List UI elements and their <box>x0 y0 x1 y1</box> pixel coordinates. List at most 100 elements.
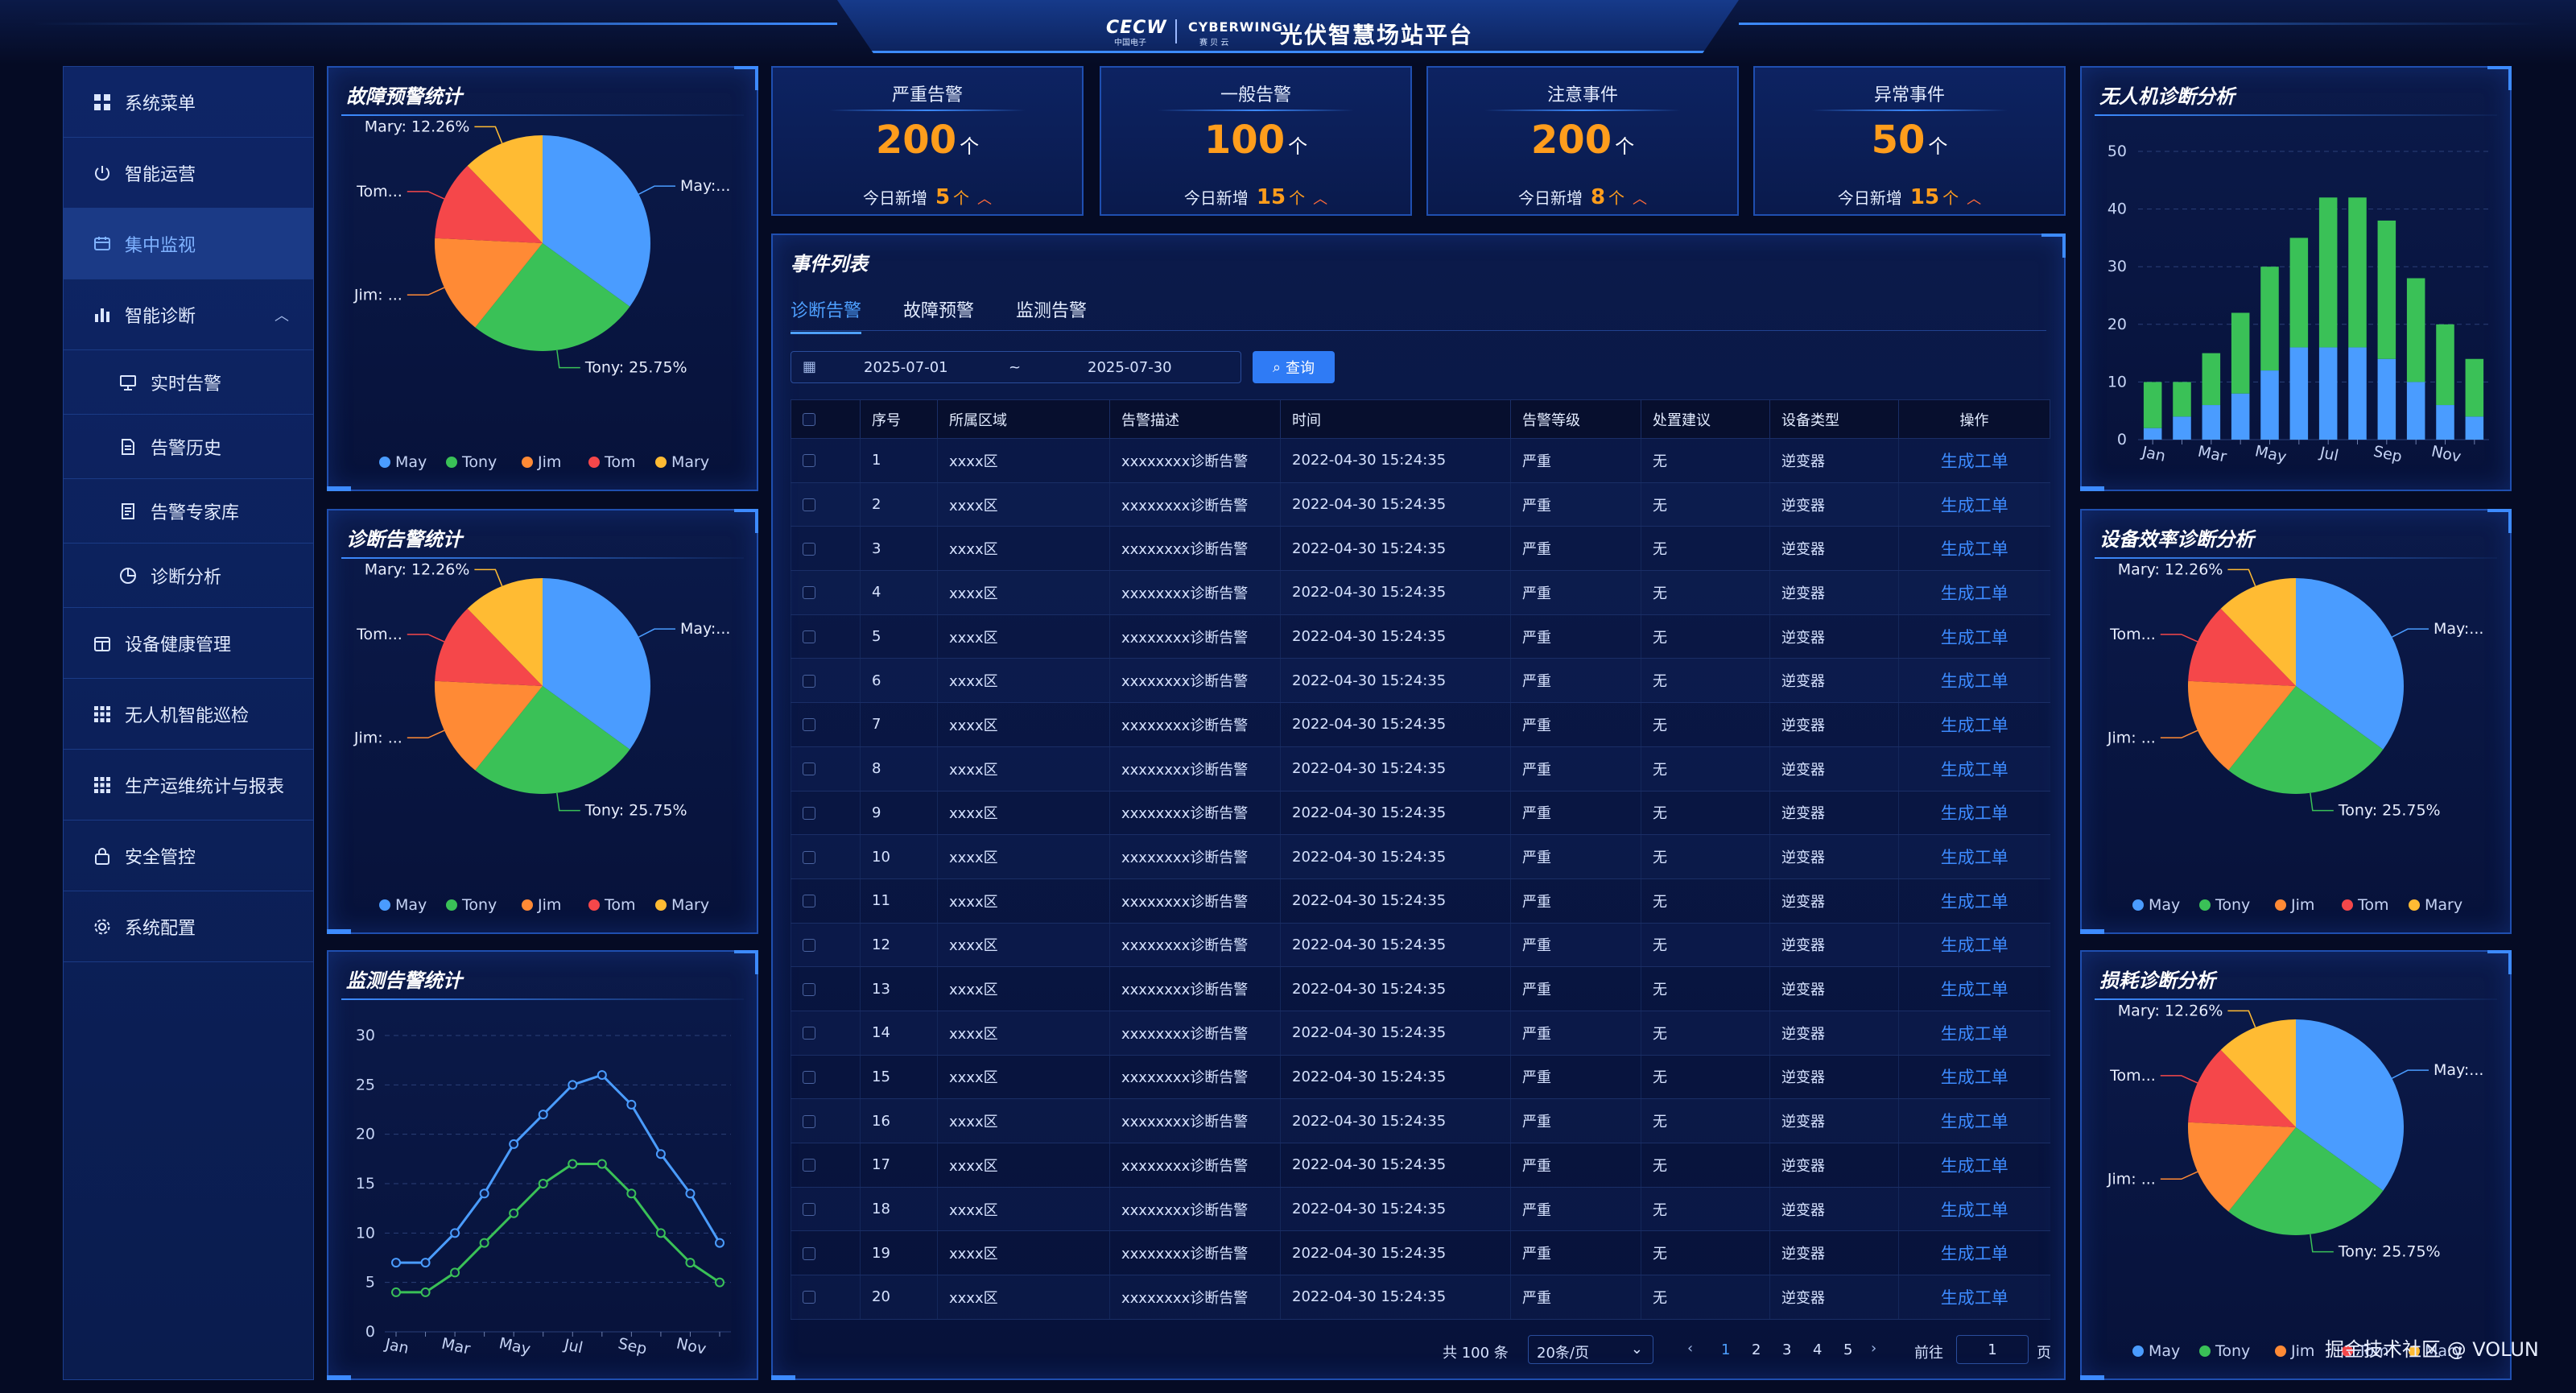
row-checkbox[interactable] <box>791 570 861 615</box>
bar-segment-1 <box>2231 312 2250 394</box>
sidebar-item-system-menu[interactable]: 系统菜单 <box>64 67 313 138</box>
sidebar-item-system-config[interactable]: 系统配置 <box>64 891 313 962</box>
page-size-select[interactable]: 20条/页 ⌄ <box>1528 1335 1653 1364</box>
sidebar-item-device-health[interactable]: 设备健康管理 <box>64 608 313 679</box>
pie-label-leader <box>2310 1234 2334 1253</box>
stat-card-general-alarm[interactable]: 一般告警 100 个 今日新增 15 个 ︿ <box>1100 66 1412 216</box>
create-work-order-link[interactable]: 生成工单 <box>1898 834 2050 879</box>
cell-area: xxxx区 <box>937 526 1110 572</box>
cell-device: 逆变器 <box>1769 1187 1899 1232</box>
create-work-order-link[interactable]: 生成工单 <box>1898 1143 2050 1188</box>
sidebar-item-security[interactable]: 安全管控 <box>64 821 313 891</box>
row-checkbox[interactable] <box>791 438 861 483</box>
table-row: 1 xxxx区 xxxxxxxx诊断告警 2022-04-30 15:24:35 严重无… <box>791 438 2050 483</box>
page-number[interactable]: 1 <box>1721 1341 1731 1358</box>
row-checkbox[interactable] <box>791 1011 861 1056</box>
pie-label: Jim: ... <box>353 729 402 746</box>
create-work-order-link[interactable]: 生成工单 <box>1898 1230 2050 1276</box>
cell-advice: 无 <box>1641 1230 1770 1276</box>
create-work-order-link[interactable]: 生成工单 <box>1898 526 2050 572</box>
select-all-checkbox[interactable] <box>791 399 861 439</box>
pie-label: Tony: 25.75% <box>584 359 687 377</box>
create-work-order-link[interactable]: 生成工单 <box>1898 746 2050 792</box>
date-end[interactable]: 2025-07-30 <box>1088 359 1172 376</box>
document-icon <box>118 437 138 457</box>
goto-page-input[interactable]: 1 <box>1956 1335 2029 1364</box>
sidebar-item-label: 无人机智能巡检 <box>125 705 250 726</box>
sidebar-item-label: 生产运维统计与报表 <box>125 776 285 797</box>
sidebar-item-smart-operation[interactable]: 智能运营 <box>64 138 313 209</box>
sidebar-item-diagnosis-analysis[interactable]: 诊断分析 <box>64 544 313 608</box>
prev-page-icon[interactable]: ‹ <box>1687 1340 1694 1357</box>
legend-dot-jim <box>2275 899 2286 911</box>
row-checkbox[interactable] <box>791 1143 861 1188</box>
stat-card-severe-alarm[interactable]: 严重告警 200 个 今日新增 5 个 ︿ <box>771 66 1084 216</box>
tab-monitor-alarm[interactable]: 监测告警 <box>1016 301 1088 321</box>
pie-label-leader <box>638 185 675 195</box>
create-work-order-link[interactable]: 生成工单 <box>1898 658 2050 704</box>
row-checkbox[interactable] <box>791 834 861 879</box>
create-work-order-link[interactable]: 生成工单 <box>1898 878 2050 924</box>
page-number[interactable]: 2 <box>1752 1341 1761 1358</box>
row-checkbox[interactable] <box>791 966 861 1011</box>
chevron-up-icon[interactable]: ︿ <box>275 307 289 324</box>
row-checkbox[interactable] <box>791 702 861 747</box>
create-work-order-link[interactable]: 生成工单 <box>1898 1187 2050 1232</box>
create-work-order-link[interactable]: 生成工单 <box>1898 1011 2050 1056</box>
sidebar-item-realtime-alarm[interactable]: 实时告警 <box>64 350 313 415</box>
date-range-picker[interactable]: ▦ 2025-07-01 ~ 2025-07-30 <box>791 351 1241 383</box>
cell-no: 5 <box>860 614 938 659</box>
row-checkbox[interactable] <box>791 1055 861 1100</box>
row-checkbox[interactable] <box>791 791 861 836</box>
row-checkbox[interactable] <box>791 614 861 659</box>
row-checkbox[interactable] <box>791 923 861 968</box>
stat-card-attention-event[interactable]: 注意事件 200 个 今日新增 8 个 ︿ <box>1426 66 1739 216</box>
create-work-order-link[interactable]: 生成工单 <box>1898 702 2050 747</box>
sidebar-item-drone-inspection[interactable]: 无人机智能巡检 <box>64 679 313 750</box>
row-checkbox[interactable] <box>791 526 861 572</box>
create-work-order-link[interactable]: 生成工单 <box>1898 614 2050 659</box>
row-checkbox[interactable] <box>791 1275 861 1320</box>
cell-level: 严重 <box>1510 1011 1641 1056</box>
bar-segment-0 <box>2377 358 2396 440</box>
stat-card-abnormal-event[interactable]: 异常事件 50 个 今日新增 15 个 ︿ <box>1753 66 2066 216</box>
query-button[interactable]: ⌕ 查询 <box>1253 351 1335 383</box>
row-checkbox[interactable] <box>791 482 861 527</box>
tab-diagnosis-alarm[interactable]: 诊断告警 <box>791 296 862 334</box>
cecw-logo: CECW <box>1106 18 1167 38</box>
date-start[interactable]: 2025-07-01 <box>864 359 948 376</box>
cell-desc: xxxxxxxx诊断告警 <box>1109 1055 1281 1100</box>
row-checkbox[interactable] <box>791 1187 861 1232</box>
row-checkbox[interactable] <box>791 658 861 704</box>
bar-segment-1 <box>2260 267 2279 371</box>
sidebar-item-smart-diagnosis[interactable]: 智能诊断 ︿ <box>64 279 313 350</box>
create-work-order-link[interactable]: 生成工单 <box>1898 791 2050 836</box>
create-work-order-link[interactable]: 生成工单 <box>1898 482 2050 527</box>
goto-suffix: 页 <box>2037 1345 2051 1362</box>
cell-time: 2022-04-30 15:24:35 <box>1280 438 1511 483</box>
sidebar-item-alarm-history[interactable]: 告警历史 <box>64 415 313 479</box>
create-work-order-link[interactable]: 生成工单 <box>1898 966 2050 1011</box>
tab-fault-warning[interactable]: 故障预警 <box>903 301 975 321</box>
row-checkbox[interactable] <box>791 878 861 924</box>
create-work-order-link[interactable]: 生成工单 <box>1898 1275 2050 1320</box>
create-work-order-link[interactable]: 生成工单 <box>1898 438 2050 483</box>
page-number[interactable]: 3 <box>1782 1341 1792 1358</box>
cell-desc: xxxxxxxx诊断告警 <box>1109 1187 1281 1232</box>
page-number[interactable]: 4 <box>1813 1341 1823 1358</box>
sidebar-item-ops-report[interactable]: 生产运维统计与报表 <box>64 750 313 821</box>
sidebar-item-central-monitor[interactable]: 集中监视 <box>64 209 313 279</box>
create-work-order-link[interactable]: 生成工单 <box>1898 570 2050 615</box>
sidebar-item-label: 智能诊断 <box>125 306 196 327</box>
page-number[interactable]: 5 <box>1843 1341 1853 1358</box>
create-work-order-link[interactable]: 生成工单 <box>1898 1098 2050 1143</box>
loss-diag-pie-chart: May:... Tony: 25.75% Jim: ... Tom... Mary: 1… <box>2107 1002 2484 1360</box>
sidebar-item-alarm-expert[interactable]: 告警专家库 <box>64 479 313 544</box>
row-checkbox[interactable] <box>791 1230 861 1276</box>
next-page-icon[interactable]: › <box>1871 1340 1877 1357</box>
create-work-order-link[interactable]: 生成工单 <box>1898 923 2050 968</box>
create-work-order-link[interactable]: 生成工单 <box>1898 1055 2050 1100</box>
pie-label-leader <box>474 126 503 144</box>
row-checkbox[interactable] <box>791 1098 861 1143</box>
row-checkbox[interactable] <box>791 746 861 792</box>
